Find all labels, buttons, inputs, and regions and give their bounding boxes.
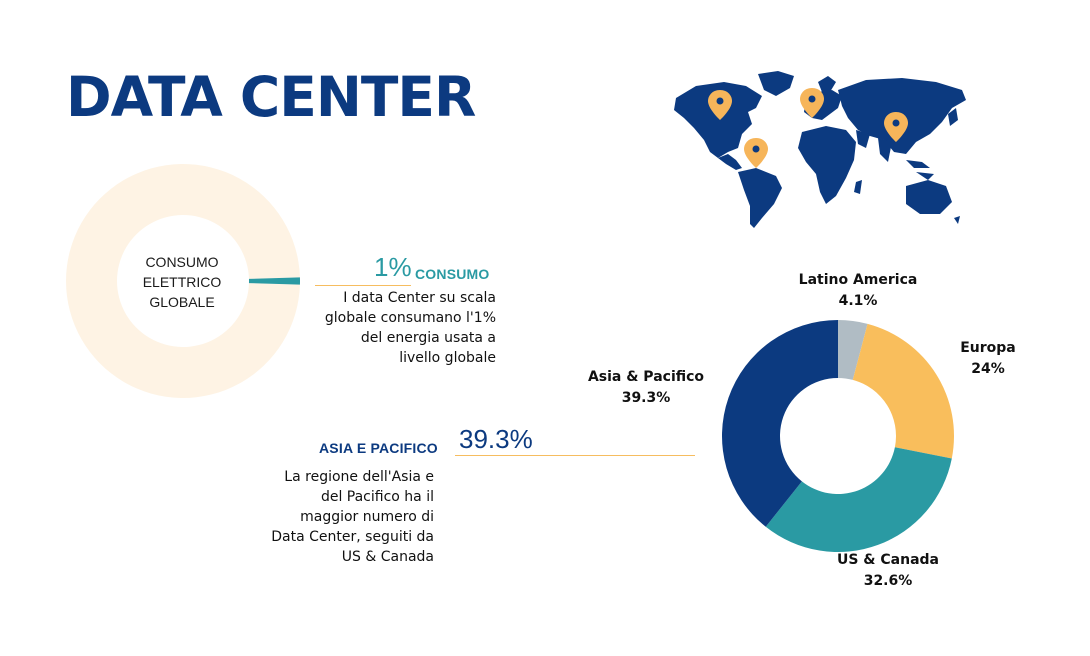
- segment-value: 4.1%: [838, 293, 878, 309]
- global-consumption-donut: [66, 164, 300, 398]
- asia-percentage: 39.3%: [459, 424, 533, 454]
- consumo-percentage: 1%: [374, 252, 412, 282]
- asia-description: La regione dell'Asia e del Pacifico ha i…: [240, 467, 434, 567]
- desc-line: Data Center, seguiti da: [271, 529, 434, 545]
- desc-line: livello globale: [399, 350, 496, 366]
- asia-underline: [455, 455, 695, 456]
- page-title: DATA CENTER: [66, 65, 476, 129]
- world-map: [674, 71, 966, 228]
- segment-value: 24%: [971, 361, 1005, 377]
- map-pin-icon: [884, 112, 908, 142]
- center-line: ELETTRICO: [142, 274, 222, 290]
- segment-category: US & Canada: [836, 552, 939, 568]
- desc-line: globale consumano l'1%: [324, 310, 496, 326]
- segment-label-us-canada: US & Canada 32.6%: [828, 550, 948, 592]
- region-slice-1: [852, 323, 954, 459]
- segment-label-asia-pacifico: Asia & Pacifico 39.3%: [581, 367, 711, 409]
- segment-category: Asia & Pacifico: [587, 369, 705, 385]
- asia-tag: ASIA E PACIFICO: [319, 440, 438, 456]
- donut-slice-1: [248, 277, 300, 285]
- map-pin-icon: [800, 88, 824, 118]
- region-slice-3: [722, 320, 838, 527]
- consumo-tag: CONSUMO: [415, 266, 490, 282]
- donut-slice-0: [66, 164, 300, 398]
- consumo-description: I data Center su scala globale consumano…: [300, 288, 496, 368]
- desc-line: maggior numero di: [300, 509, 434, 525]
- segment-value: 39.3%: [621, 390, 671, 406]
- donut-center-label: CONSUMO ELETTRICO GLOBALE: [118, 252, 246, 312]
- desc-line: US & Canada: [341, 549, 434, 565]
- regional-share-donut: [722, 320, 954, 552]
- segment-category: Europa: [960, 340, 1016, 356]
- region-slice-0: [838, 320, 868, 380]
- desc-line: del Pacifico ha il: [320, 489, 434, 505]
- desc-line: I data Center su scala: [343, 290, 496, 306]
- map-pin-icon: [708, 90, 732, 120]
- center-line: CONSUMO: [145, 254, 219, 270]
- desc-line: del energia usata a: [360, 330, 496, 346]
- consumo-underline: [315, 285, 411, 286]
- segment-label-latino-america: Latino America 4.1%: [788, 270, 928, 312]
- segment-label-europa: Europa 24%: [948, 338, 1028, 380]
- desc-line: La regione dell'Asia e: [284, 469, 434, 485]
- segment-value: 32.6%: [863, 573, 913, 589]
- segment-category: Latino America: [798, 272, 918, 288]
- region-slice-2: [765, 447, 952, 552]
- map-pin-icon: [744, 138, 768, 168]
- center-line: GLOBALE: [149, 294, 215, 310]
